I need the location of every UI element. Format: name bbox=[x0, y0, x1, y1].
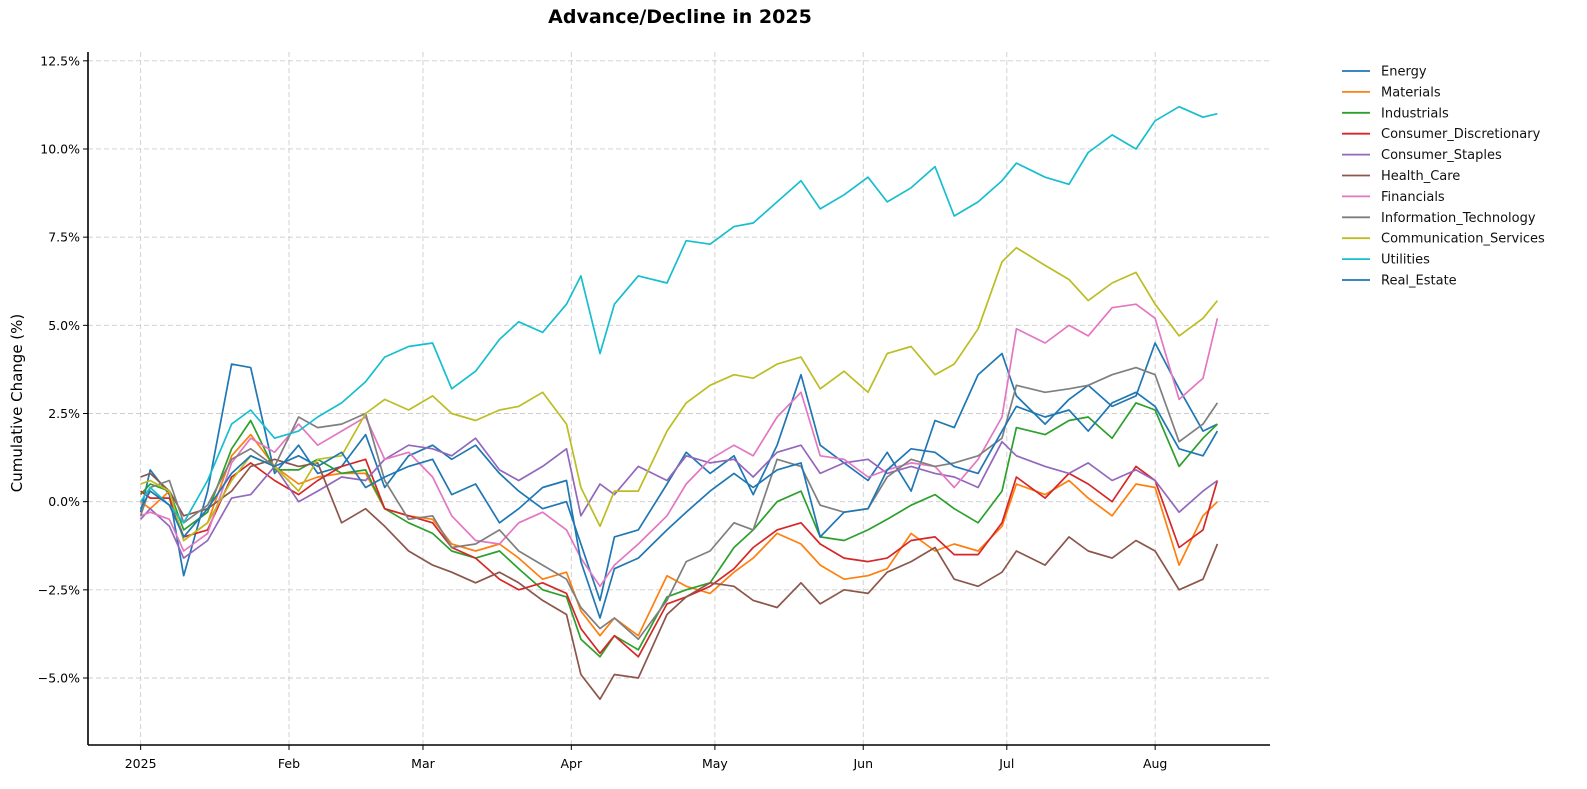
legend-label: Communication_Services bbox=[1381, 232, 1545, 247]
legend-item: Industrials bbox=[1342, 106, 1449, 121]
legend: Energy Materials Industrials Consumer_Discr… bbox=[1342, 65, 1545, 289]
y-tick-label: 0.0% bbox=[48, 494, 80, 509]
legend-label: Health_Care bbox=[1381, 169, 1460, 184]
x-tick-label: Aug bbox=[1143, 756, 1167, 771]
legend-label: Materials bbox=[1381, 85, 1441, 100]
axes bbox=[87, 52, 1270, 746]
legend-item: Health_Care bbox=[1342, 169, 1460, 184]
y-tick-label: −2.5% bbox=[38, 582, 80, 597]
x-tick-label: Jun bbox=[852, 756, 873, 771]
series-line-communication-services bbox=[140, 246, 1219, 542]
legend-label: Real_Estate bbox=[1381, 274, 1457, 289]
legend-label: Consumer_Discretionary bbox=[1381, 127, 1541, 142]
legend-label: Financials bbox=[1381, 190, 1445, 205]
legend-item: Consumer_Discretionary bbox=[1342, 127, 1541, 142]
legend-label: Consumer_Staples bbox=[1381, 148, 1502, 163]
grid-lines bbox=[88, 52, 1270, 745]
y-ticks: −5.0% −2.5% 0.0% 2.5% 5.0% 7.5% 10.0% 12.5% bbox=[38, 53, 88, 685]
legend-label: Energy bbox=[1381, 65, 1427, 80]
y-axis-label: Cumulative Change (%) bbox=[8, 314, 26, 493]
legend-label: Information_Technology bbox=[1381, 211, 1536, 226]
x-tick-label: Feb bbox=[278, 756, 300, 771]
legend-item: Utilities bbox=[1342, 253, 1430, 268]
legend-item: Information_Technology bbox=[1342, 211, 1536, 226]
series-line-financials bbox=[140, 303, 1219, 588]
series-line-health-care bbox=[140, 458, 1219, 701]
y-tick-label: 12.5% bbox=[40, 53, 80, 68]
legend-label: Industrials bbox=[1381, 106, 1449, 121]
series-lines bbox=[139, 105, 1219, 701]
y-tick-label: 2.5% bbox=[48, 406, 80, 421]
series-line-energy bbox=[139, 342, 1218, 602]
legend-item: Real_Estate bbox=[1342, 274, 1457, 289]
x-tick-label: Jul bbox=[998, 756, 1014, 771]
x-tick-label: Apr bbox=[561, 756, 583, 771]
y-tick-label: 7.5% bbox=[48, 230, 80, 245]
series-line-information-technology bbox=[139, 366, 1219, 641]
x-tick-label: May bbox=[702, 756, 728, 771]
y-tick-label: 10.0% bbox=[40, 141, 80, 156]
legend-item: Energy bbox=[1342, 65, 1427, 80]
x-ticks: 2025 Feb Mar Apr May Jun Jul Aug bbox=[125, 745, 1167, 771]
x-tick-label: 2025 bbox=[125, 756, 157, 771]
y-tick-label: −5.0% bbox=[38, 670, 80, 685]
legend-item: Financials bbox=[1342, 190, 1445, 205]
legend-item: Materials bbox=[1342, 85, 1441, 100]
series-line-consumer-discretionary bbox=[140, 458, 1219, 658]
legend-label: Utilities bbox=[1381, 253, 1430, 268]
y-tick-label: 5.0% bbox=[48, 318, 80, 333]
chart-title: Advance/Decline in 2025 bbox=[548, 6, 812, 28]
legend-item: Consumer_Staples bbox=[1342, 148, 1502, 163]
series-line-utilities bbox=[139, 105, 1218, 524]
legend-item: Communication_Services bbox=[1342, 232, 1545, 247]
x-tick-label: Mar bbox=[411, 756, 435, 771]
series-line-consumer-staples bbox=[139, 437, 1218, 559]
series-line-real-estate bbox=[139, 391, 1219, 619]
series-line-industrials bbox=[139, 402, 1218, 658]
